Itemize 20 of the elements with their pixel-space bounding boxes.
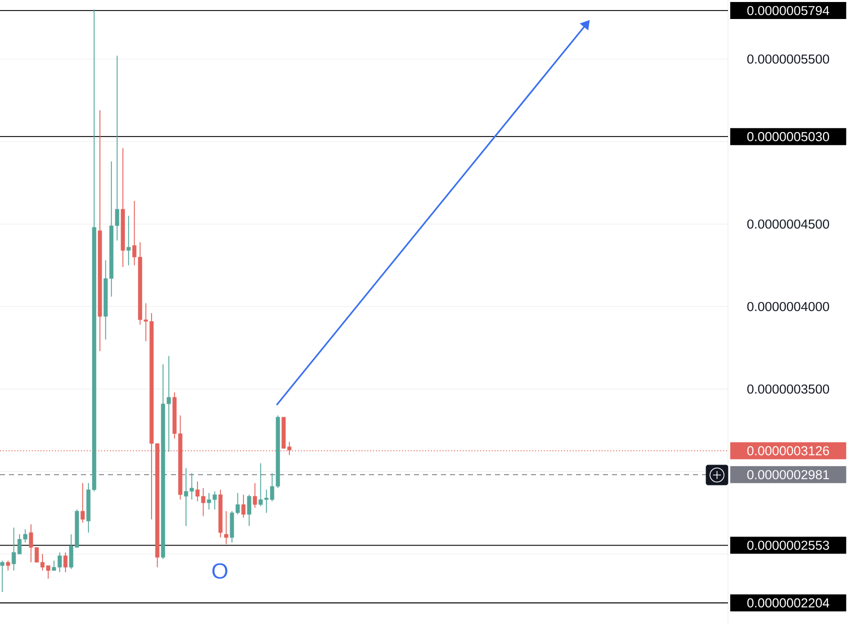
ref-line-label: 0.0000005794: [747, 6, 830, 16]
candlestick: [126, 215, 131, 266]
ref-line-label: 0.0000002204: [747, 598, 830, 608]
y-tick-label: 0.0000005500: [747, 54, 830, 64]
candlestick: [241, 494, 246, 518]
ref-line-label: 0.0000003126: [747, 446, 830, 456]
candlestick: [0, 560, 4, 592]
ref-line-label: 0.0000002981: [747, 470, 829, 480]
ref-line-label: 0.0000002553: [747, 540, 830, 550]
candlestick: [224, 510, 228, 545]
annotation: O: [212, 563, 228, 579]
y-tick-label: 0.0000003500: [747, 384, 830, 394]
candlestick: [6, 560, 10, 571]
candlestick: [63, 552, 68, 573]
ref-line-label: 0.0000005030: [747, 132, 830, 142]
candlestick: [252, 482, 257, 508]
candlestick: [247, 494, 252, 526]
candlestick: [80, 482, 85, 524]
y-tick-label: 0.0000004000: [747, 302, 830, 312]
y-tick-label: 0.0000004500: [747, 219, 830, 229]
